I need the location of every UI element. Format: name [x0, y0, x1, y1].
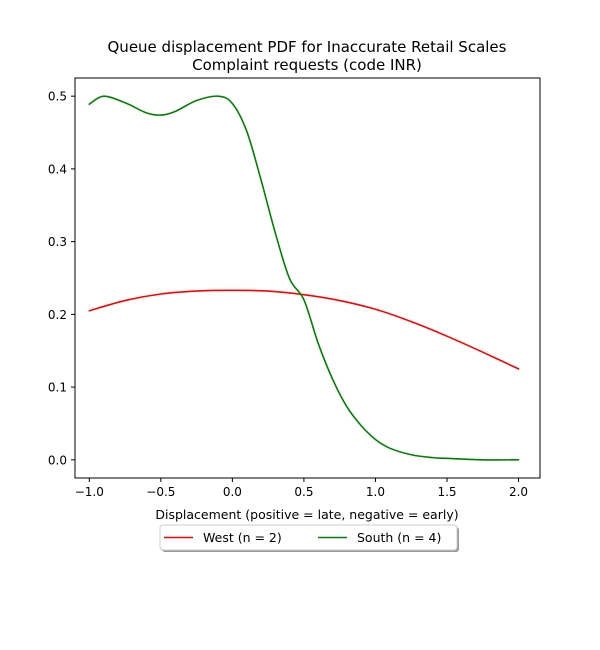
legend-box: [159, 524, 458, 551]
y-tick-label: 0.2: [48, 308, 67, 322]
x-tick-label: 0.5: [294, 485, 313, 499]
x-tick-label: 1.0: [366, 485, 385, 499]
y-tick-label: 0.1: [48, 381, 67, 395]
legend: West (n = 2) South (n = 4): [159, 524, 459, 552]
x-axis: −1.0 −0.5 0.0 0.5 1.0 1.5 2.0: [75, 478, 528, 499]
y-tick-label: 0.4: [48, 162, 67, 176]
series-line-0: [88, 289, 520, 370]
y-tick-label: 0.5: [48, 90, 67, 104]
series-layer: [88, 95, 520, 461]
chart-title-line-2: Complaint requests (code INR): [192, 56, 422, 74]
x-axis-label: Displacement (positive = late, negative …: [155, 507, 458, 522]
y-tick-label: 0.3: [48, 235, 67, 249]
x-tick-label: 0.0: [223, 485, 242, 499]
x-tick-label: 1.5: [437, 485, 456, 499]
legend-label-0: West (n = 2): [203, 530, 282, 545]
legend-label-1: South (n = 4): [357, 530, 441, 545]
x-tick-label: −0.5: [146, 485, 175, 499]
y-axis: 0.0 0.1 0.2 0.3 0.4 0.5: [48, 90, 75, 467]
plot-frame: [74, 77, 541, 479]
x-tick-label: −1.0: [75, 485, 104, 499]
x-tick-label: 2.0: [509, 485, 528, 499]
chart-title-line-1: Queue displacement PDF for Inaccurate Re…: [108, 38, 507, 56]
y-tick-label: 0.0: [48, 453, 67, 467]
series-line-1: [88, 95, 520, 461]
